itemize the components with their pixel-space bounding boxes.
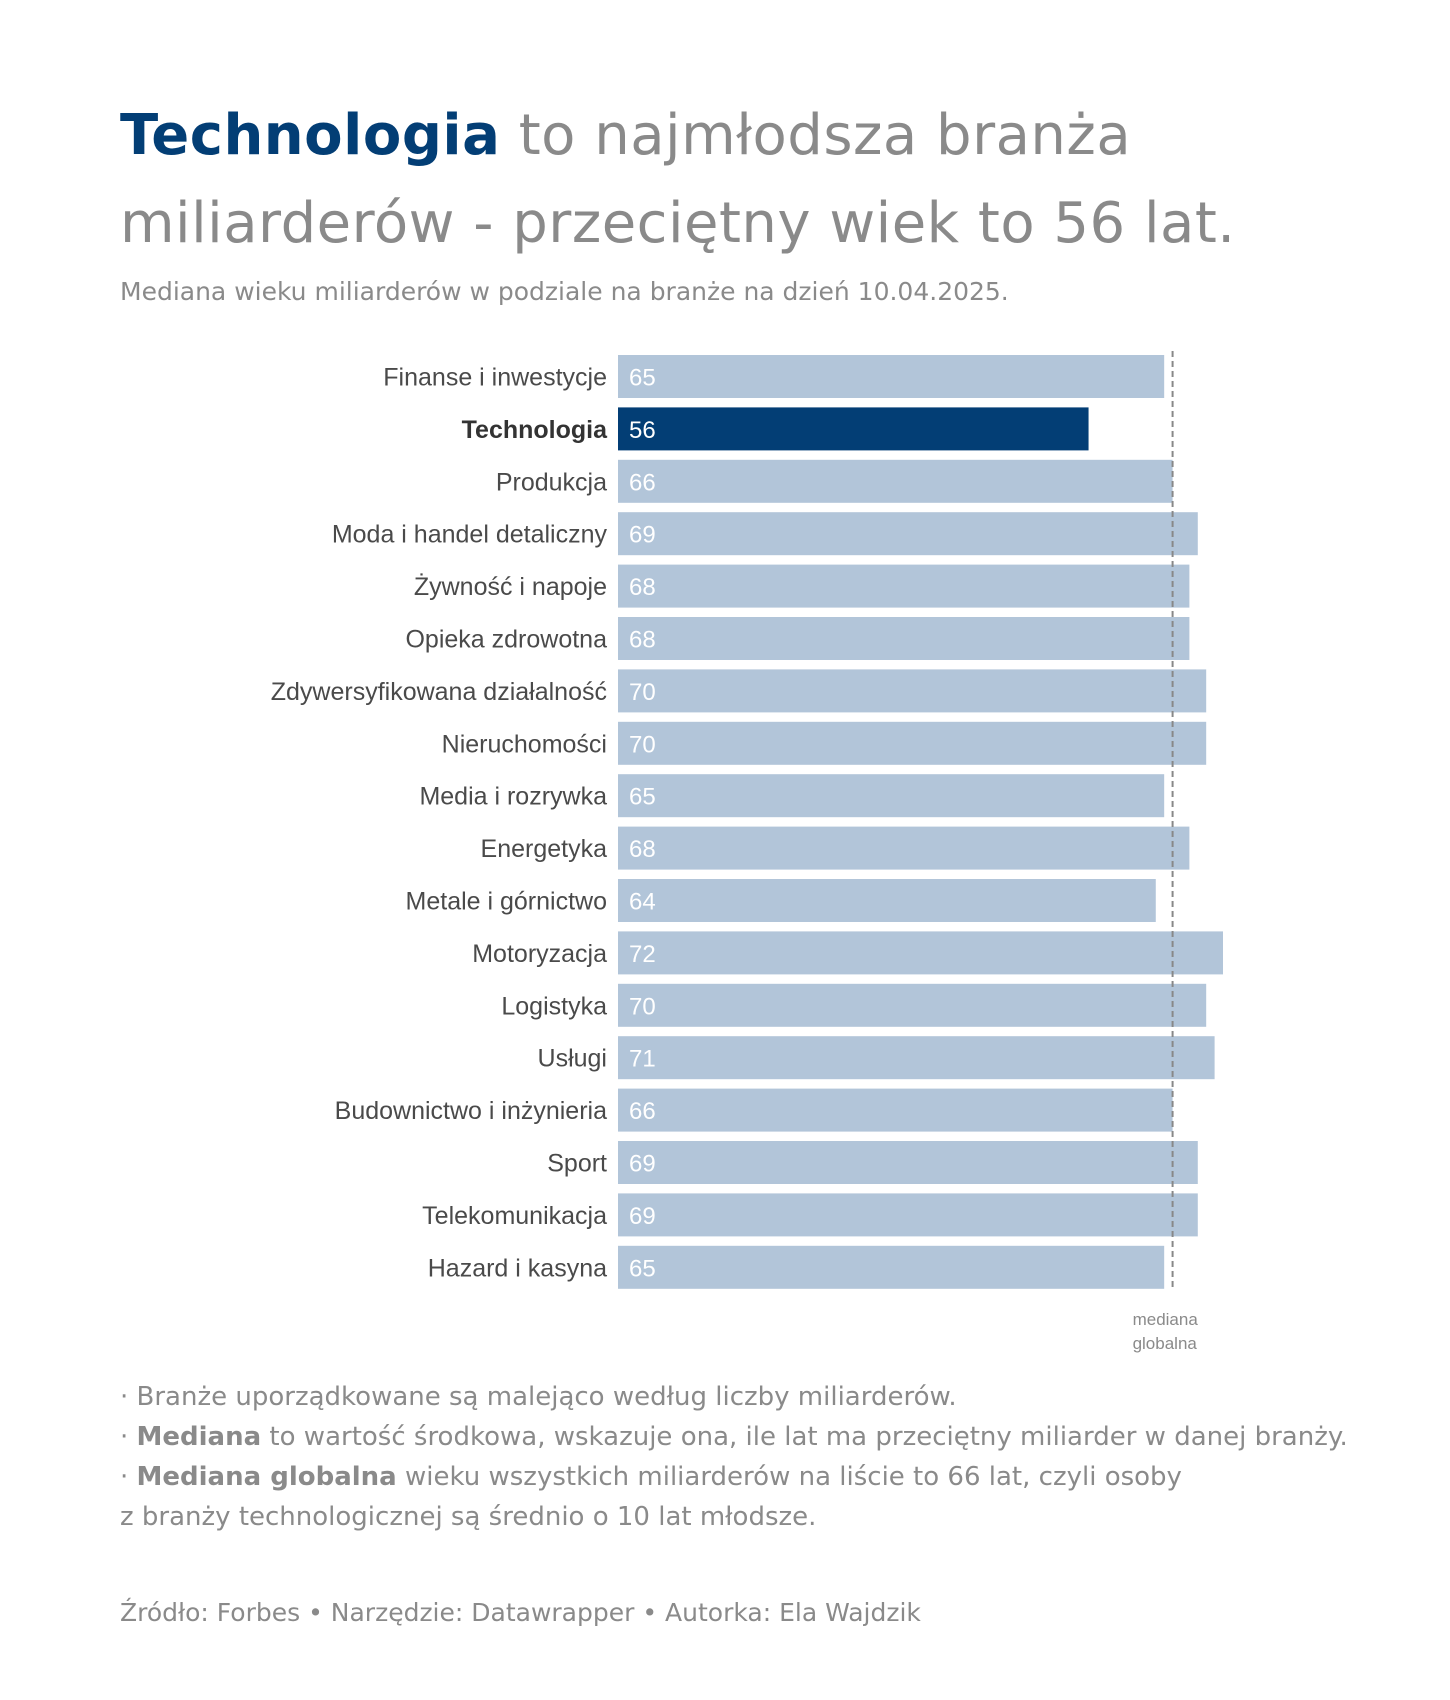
value-label: 69 xyxy=(629,522,656,549)
value-label: 68 xyxy=(629,836,656,863)
bar xyxy=(618,355,1165,398)
global-median-label: globalna xyxy=(1133,1334,1198,1353)
note-3-bold: Mediana globalna xyxy=(136,1462,397,1492)
labels-group: Finanse i inwestycje 65 Technologia 56 Produ… xyxy=(271,364,656,1283)
bar xyxy=(618,774,1165,818)
value-label: 66 xyxy=(629,1098,656,1125)
bar xyxy=(618,826,1190,870)
title-rest: to najmłodsza branża miliarderów - przec… xyxy=(120,103,1236,256)
value-label: 71 xyxy=(629,1046,656,1073)
note-2-rest: to wartość środkowa, wskazuje ona, ile l… xyxy=(261,1422,1348,1452)
bar xyxy=(618,1088,1173,1132)
bar xyxy=(618,879,1156,922)
note-3-rest1: wieku wszystkich miliarderów na liście t… xyxy=(396,1462,1182,1492)
bar-chart: Finanse i inwestycje 65 Technologia 56 Produ… xyxy=(271,351,1223,1353)
note-1: · Branże uporządkowane są malejąco wedłu… xyxy=(120,1382,957,1412)
bar xyxy=(618,931,1223,975)
category-label: Finanse i inwestycje xyxy=(383,364,607,392)
bar xyxy=(618,1245,1165,1289)
note-2-bold: Mediana xyxy=(136,1422,262,1452)
bar xyxy=(618,983,1207,1027)
note-2-prefix: · xyxy=(120,1422,137,1452)
chart-title: Technologia to najmłodsza branża miliard… xyxy=(120,92,1380,268)
value-label: 64 xyxy=(629,889,656,916)
category-label: Hazard i kasyna xyxy=(428,1254,607,1282)
bar xyxy=(618,617,1190,660)
category-label: Motoryzacja xyxy=(472,940,607,968)
bar xyxy=(618,459,1173,503)
category-label: Sport xyxy=(547,1150,607,1178)
category-label: Metale i górnictwo xyxy=(406,888,607,916)
category-label: Produkcja xyxy=(496,468,607,496)
category-label: Żywność i napoje xyxy=(414,572,607,601)
category-label: Moda i handel detaliczny xyxy=(332,521,608,549)
value-label: 66 xyxy=(629,469,656,496)
note-3-prefix: · xyxy=(120,1462,137,1492)
bar xyxy=(618,407,1089,451)
category-label: Nieruchomości xyxy=(442,730,607,758)
category-label: Zdywersyfikowana działalność xyxy=(271,678,607,706)
value-label: 70 xyxy=(629,679,656,706)
value-label: 69 xyxy=(629,1203,656,1230)
bar xyxy=(618,1036,1215,1080)
note-3-line2: z branży technologicznej są średnio o 10… xyxy=(120,1502,817,1532)
value-label: 65 xyxy=(629,1255,656,1282)
chart-subtitle: Mediana wieku miliarderów w podziale na … xyxy=(120,277,1009,306)
value-label: 69 xyxy=(629,1151,656,1178)
category-label: Usługi xyxy=(538,1045,607,1073)
category-label: Logistyka xyxy=(501,992,607,1020)
value-label: 72 xyxy=(629,941,656,968)
value-label: 70 xyxy=(629,993,656,1020)
title-highlight: Technologia xyxy=(120,103,501,168)
bar xyxy=(618,1193,1198,1237)
category-label: Energetyka xyxy=(481,835,608,863)
value-label: 65 xyxy=(629,365,656,392)
bar xyxy=(618,669,1207,713)
category-label: Media i rozrywka xyxy=(419,783,607,811)
bar xyxy=(618,564,1190,608)
note-3: · Mediana globalna wieku wszystkich mili… xyxy=(120,1457,1360,1497)
note-2: · Mediana to wartość środkowa, wskazuje … xyxy=(120,1417,1360,1457)
category-label: Opieka zdrowotna xyxy=(405,626,607,654)
bars-group xyxy=(618,355,1223,1289)
bar xyxy=(618,721,1207,765)
category-label: Budownictwo i inżynieria xyxy=(335,1097,607,1125)
value-label: 56 xyxy=(629,417,656,444)
bar xyxy=(618,1141,1198,1184)
value-label: 70 xyxy=(629,731,656,758)
source-footer: Źródło: Forbes • Narzędzie: Datawrapper … xyxy=(120,1598,921,1627)
category-label: Technologia xyxy=(462,416,608,444)
value-label: 68 xyxy=(629,574,656,601)
bar xyxy=(618,512,1198,556)
global-median-label: mediana xyxy=(1133,1310,1199,1329)
value-label: 68 xyxy=(629,627,656,654)
chart-notes: · Branże uporządkowane są malejąco wedłu… xyxy=(120,1377,1360,1537)
value-label: 65 xyxy=(629,784,656,811)
category-label: Telekomunikacja xyxy=(422,1202,607,1230)
